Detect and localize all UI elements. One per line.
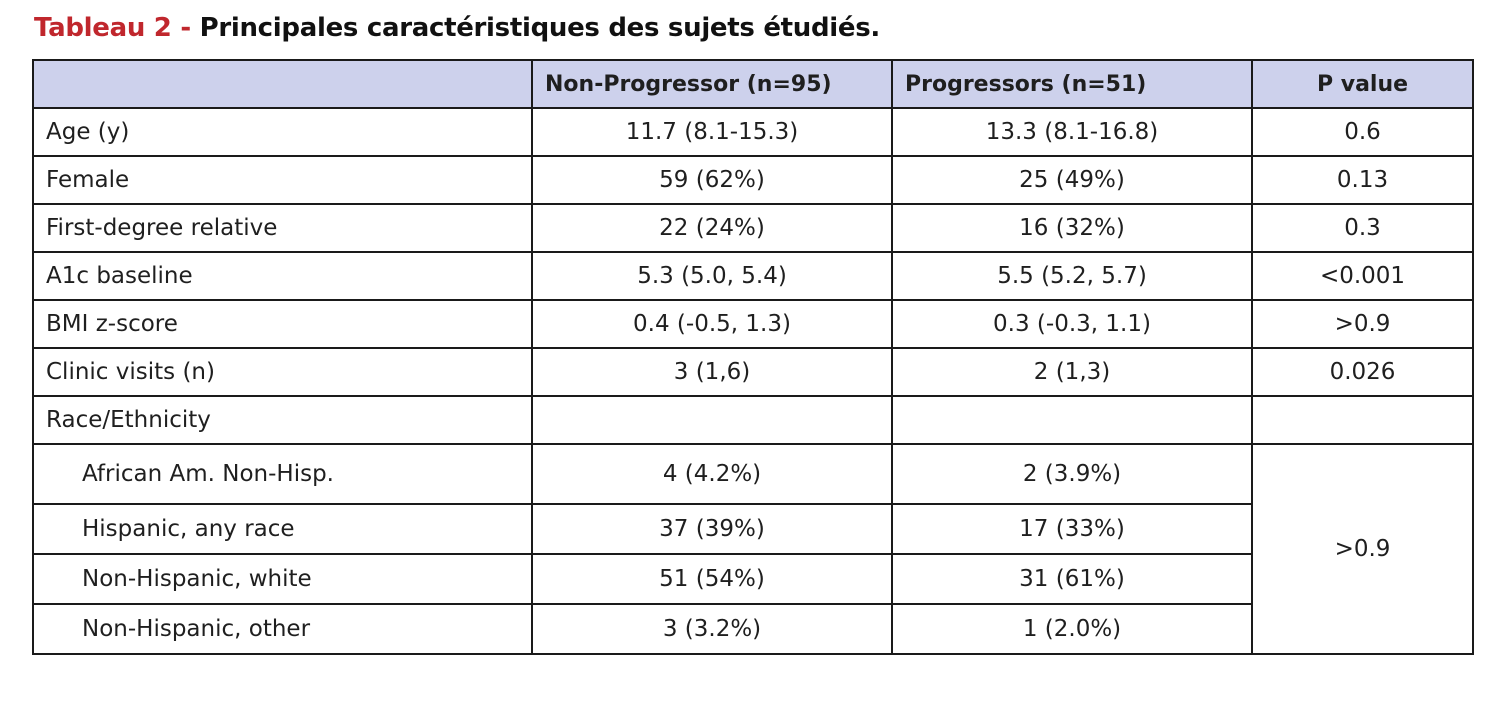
table-row: Age (y) 11.7 (8.1-15.3) 13.3 (8.1-16.8) … bbox=[32, 107, 1474, 157]
subrow-label: Non-Hispanic, other bbox=[32, 603, 533, 655]
progressors-value: 13.3 (8.1-16.8) bbox=[891, 107, 1253, 157]
progressors-value: 5.5 (5.2, 5.7) bbox=[891, 251, 1253, 301]
row-label: Age (y) bbox=[32, 107, 533, 157]
row-label: BMI z-score bbox=[32, 299, 533, 349]
non-progressor-value bbox=[531, 395, 893, 445]
table-subrow: Hispanic, any race 37 (39%) 17 (33%) bbox=[32, 503, 1473, 555]
progressors-value: 17 (33%) bbox=[891, 503, 1253, 555]
row-label: Clinic visits (n) bbox=[32, 347, 533, 397]
p-value: 0.13 bbox=[1251, 155, 1474, 205]
header-cell-progressors: Progressors (n=51) bbox=[891, 59, 1253, 109]
progressors-value: 0.3 (-0.3, 1.1) bbox=[891, 299, 1253, 349]
row-label: Female bbox=[32, 155, 533, 205]
table-row: First-degree relative 22 (24%) 16 (32%) … bbox=[32, 203, 1474, 253]
p-value: <0.001 bbox=[1251, 251, 1474, 301]
table-row: A1c baseline 5.3 (5.0, 5.4) 5.5 (5.2, 5.… bbox=[32, 251, 1474, 301]
progressors-value: 2 (1,3) bbox=[891, 347, 1253, 397]
table-row: Clinic visits (n) 3 (1,6) 2 (1,3) 0.026 bbox=[32, 347, 1474, 397]
non-progressor-value: 37 (39%) bbox=[531, 503, 893, 555]
p-value: 0.026 bbox=[1251, 347, 1474, 397]
non-progressor-value: 5.3 (5.0, 5.4) bbox=[531, 251, 893, 301]
progressors-value: 16 (32%) bbox=[891, 203, 1253, 253]
table-caption: Tableau 2 - Principales caractéristiques… bbox=[34, 10, 880, 46]
progressors-value: 2 (3.9%) bbox=[891, 443, 1253, 505]
race-p-value: >0.9 bbox=[1251, 443, 1474, 655]
progressors-value: 31 (61%) bbox=[891, 553, 1253, 605]
non-progressor-value: 3 (1,6) bbox=[531, 347, 893, 397]
subrow-label: Hispanic, any race bbox=[32, 503, 533, 555]
table-subrow: Non-Hispanic, white 51 (54%) 31 (61%) bbox=[32, 553, 1473, 605]
header-cell-blank bbox=[32, 59, 533, 109]
subrow-label: African Am. Non-Hisp. bbox=[32, 443, 533, 505]
table-subrow: African Am. Non-Hisp. 4 (4.2%) 2 (3.9%) … bbox=[32, 443, 1474, 655]
subrow-label: Non-Hispanic, white bbox=[32, 553, 533, 605]
non-progressor-value: 11.7 (8.1-15.3) bbox=[531, 107, 893, 157]
table-row: Female 59 (62%) 25 (49%) 0.13 bbox=[32, 155, 1474, 205]
table-number-label: Tableau 2 - bbox=[34, 13, 200, 43]
table-header-row: Non-Progressor (n=95) Progressors (n=51)… bbox=[32, 59, 1474, 109]
p-value: 0.6 bbox=[1251, 107, 1474, 157]
non-progressor-value: 0.4 (-0.5, 1.3) bbox=[531, 299, 893, 349]
table-title: Principales caractéristiques des sujets … bbox=[199, 13, 881, 43]
table-row-race-ethnicity: Race/Ethnicity bbox=[32, 395, 1474, 445]
progressors-value: 1 (2.0%) bbox=[891, 603, 1253, 655]
progressors-value bbox=[891, 395, 1253, 445]
p-value: >0.9 bbox=[1251, 299, 1474, 349]
non-progressor-value: 3 (3.2%) bbox=[531, 603, 893, 655]
row-label: Race/Ethnicity bbox=[32, 395, 533, 445]
non-progressor-value: 22 (24%) bbox=[531, 203, 893, 253]
p-value bbox=[1251, 395, 1474, 445]
non-progressor-value: 59 (62%) bbox=[531, 155, 893, 205]
table-row: BMI z-score 0.4 (-0.5, 1.3) 0.3 (-0.3, 1… bbox=[32, 299, 1474, 349]
non-progressor-value: 51 (54%) bbox=[531, 553, 893, 605]
characteristics-table: Non-Progressor (n=95) Progressors (n=51)… bbox=[32, 59, 1474, 655]
row-label: First-degree relative bbox=[32, 203, 533, 253]
p-value: 0.3 bbox=[1251, 203, 1474, 253]
header-cell-non-progressor: Non-Progressor (n=95) bbox=[531, 59, 893, 109]
table-subrow: Non-Hispanic, other 3 (3.2%) 1 (2.0%) bbox=[32, 603, 1473, 655]
header-cell-p-value: P value bbox=[1251, 59, 1474, 109]
non-progressor-value: 4 (4.2%) bbox=[531, 443, 893, 505]
progressors-value: 25 (49%) bbox=[891, 155, 1253, 205]
row-label: A1c baseline bbox=[32, 251, 533, 301]
